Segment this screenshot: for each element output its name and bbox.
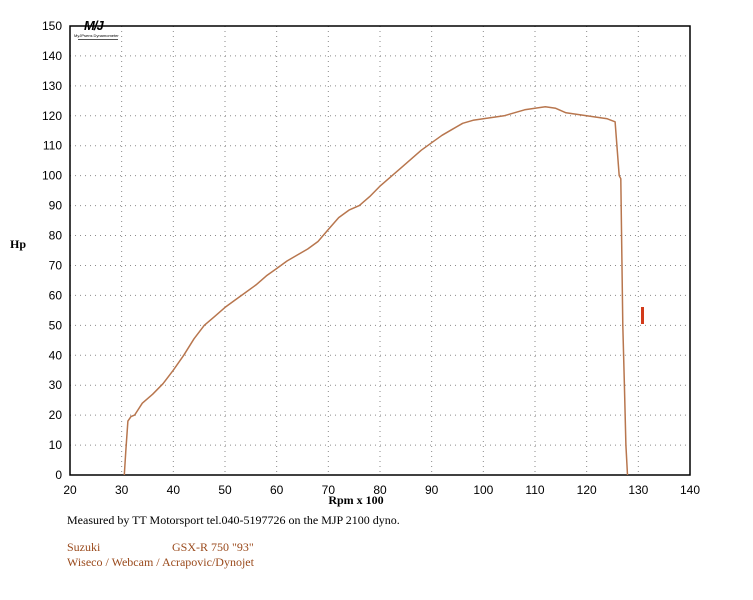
x-tick-label: 20	[63, 483, 77, 497]
x-tick-label: 70	[322, 483, 336, 497]
mjp-logo: M/J MyJPsens Dynamometer	[74, 18, 126, 42]
logo-mark: M/J	[84, 18, 104, 33]
y-tick-label: 130	[42, 79, 62, 93]
x-tick-label: 50	[218, 483, 232, 497]
logo-subtitle: MyJPsens Dynamometer	[74, 33, 119, 38]
x-tick-label: 110	[525, 483, 544, 497]
x-tick-label: 120	[577, 483, 597, 497]
measured-by-caption: Measured by TT Motorsport tel.040-519772…	[67, 513, 400, 527]
make-label: Suzuki	[67, 540, 101, 554]
y-tick-label: 60	[49, 288, 63, 302]
y-tick-label: 100	[42, 169, 62, 183]
x-axis-label: Rpm x 100	[328, 493, 383, 507]
mods-label: Wiseco / Webcam / Acrapovic/Dynojet	[67, 555, 254, 569]
y-tick-label: 70	[49, 258, 63, 272]
red-marker	[641, 307, 644, 324]
logo-underline	[78, 39, 118, 40]
x-tick-label: 40	[167, 483, 181, 497]
y-tick-label: 40	[49, 348, 63, 362]
x-tick-label: 130	[628, 483, 648, 497]
x-tick-label: 100	[473, 483, 493, 497]
x-tick-labels: 20 30 40 50 60 70 80 90 100 110 120 130 140	[63, 483, 700, 497]
y-tick-label: 90	[49, 199, 63, 213]
y-axis-label: Hp	[10, 237, 26, 251]
x-tick-label: 60	[270, 483, 284, 497]
y-tick-label: 150	[42, 19, 62, 33]
y-tick-label: 10	[49, 438, 63, 452]
x-tick-label: 140	[680, 483, 700, 497]
power-curve-line	[123, 106, 629, 476]
y-tick-label: 140	[42, 49, 62, 63]
y-tick-label: 80	[49, 229, 63, 243]
y-tick-label: 110	[43, 139, 62, 153]
y-tick-label: 120	[42, 109, 62, 123]
x-tick-label: 90	[425, 483, 439, 497]
x-tick-label: 30	[115, 483, 129, 497]
plot-frame	[69, 25, 691, 476]
y-tick-label: 50	[49, 318, 63, 332]
x-tick-label: 80	[373, 483, 387, 497]
y-tick-label: 30	[49, 378, 63, 392]
y-tick-label: 20	[49, 408, 63, 422]
y-tick-labels: 0 10 20 30 40 50 60 70 80 90 100 110 120 130 140 150	[42, 19, 62, 482]
grid	[70, 26, 690, 475]
model-label: GSX-R 750 "93"	[172, 540, 254, 554]
series-layer	[123, 106, 629, 476]
y-tick-label: 0	[55, 468, 62, 482]
